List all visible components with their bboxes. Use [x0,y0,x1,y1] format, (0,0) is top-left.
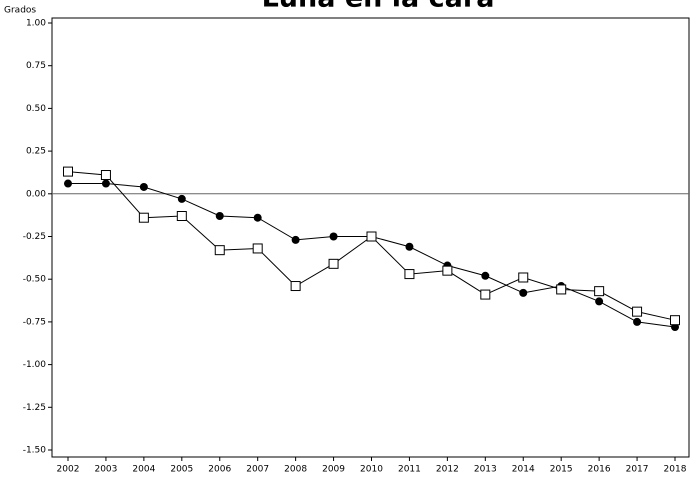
point [328,258,339,269]
point [138,212,149,223]
plot-frame [51,17,690,458]
y-tick-label: -1.00 [23,360,47,370]
x-tick-label: 2005 [170,465,193,475]
point [101,179,110,188]
series-line [68,183,676,328]
x-tick-label: 2006 [208,465,231,475]
point [405,242,414,251]
y-tick-label: 0.25 [26,147,46,157]
point [252,243,263,254]
y-axis-label: Grados [4,6,36,16]
point [519,288,528,297]
point [404,269,415,280]
x-tick-label: 2008 [284,465,307,475]
point [139,182,148,191]
point [670,315,680,326]
point [100,170,111,181]
x-tick-label: 2013 [474,465,497,475]
chart-title: Luna en la cara [262,0,495,14]
y-tick-label: -0.25 [23,232,46,242]
y-tick-label: -1.25 [23,403,46,413]
y-tick-label: 0.00 [26,189,46,199]
point [556,284,567,295]
y-tick-label: -1.50 [23,446,47,456]
x-tick-label: 2017 [626,465,649,475]
point [442,265,453,276]
point [518,272,529,283]
point [594,286,605,297]
x-tick-label: 2002 [57,465,80,475]
y-tick-label: -0.50 [23,275,47,285]
x-tick-label: 2011 [398,465,421,475]
point [215,212,224,221]
point [253,213,262,222]
x-tick-label: 2014 [512,465,535,475]
x-tick-label: 2018 [664,465,687,475]
point [632,306,643,317]
x-tick-label: 2009 [322,465,345,475]
point [366,231,377,242]
point [329,232,338,241]
x-tick-label: 2004 [132,465,155,475]
point [63,166,73,177]
point [214,245,225,256]
point [481,271,490,280]
point [290,281,301,292]
x-tick-label: 2007 [246,465,269,475]
x-tick-label: 2003 [94,465,117,475]
x-tick-label: 2015 [550,465,573,475]
point [633,317,642,326]
x-tick-label: 2012 [436,465,459,475]
point [177,194,186,203]
y-tick-label: 1.00 [26,19,46,29]
y-tick-label: -0.75 [23,317,46,327]
point [291,235,300,244]
y-tick-label: 0.50 [26,104,46,114]
point [176,211,187,222]
x-tick-label: 2010 [360,465,383,475]
point [64,179,72,188]
point [480,289,491,300]
y-tick-label: 0.75 [26,61,46,71]
x-tick-label: 2016 [588,465,611,475]
point [595,297,604,306]
